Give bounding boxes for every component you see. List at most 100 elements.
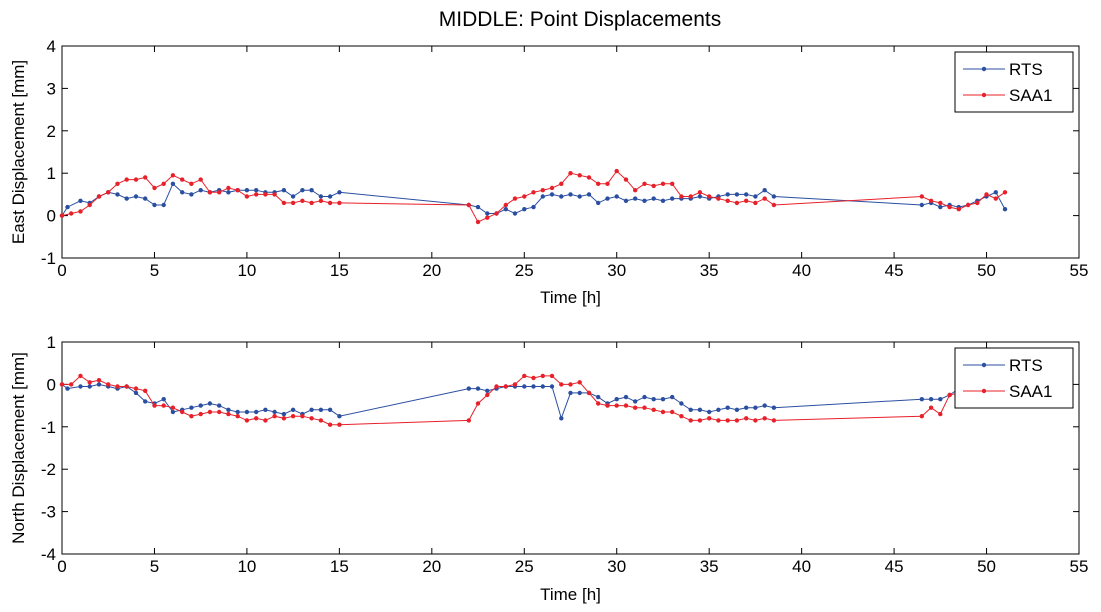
x-tick-label: 15 — [330, 557, 349, 576]
data-point-saa1 — [327, 422, 333, 427]
legend-box — [954, 51, 1074, 113]
x-tick-label: 40 — [792, 557, 811, 576]
data-point-saa1 — [531, 190, 536, 195]
data-point-saa1 — [762, 196, 767, 201]
data-point-saa1 — [688, 418, 693, 423]
data-point-rts — [762, 188, 767, 193]
data-point-saa1 — [96, 378, 102, 383]
y-tick-label: -1 — [41, 249, 56, 268]
data-point-saa1 — [679, 414, 684, 419]
series-line-saa1 — [62, 375, 959, 426]
data-point-rts — [170, 181, 176, 186]
data-point-rts — [96, 382, 102, 387]
data-point-saa1 — [993, 196, 998, 201]
data-point-saa1 — [651, 407, 656, 412]
data-point-rts — [198, 188, 203, 193]
legend-marker-saa1 — [981, 92, 987, 98]
data-point-saa1 — [503, 384, 508, 389]
data-point-rts — [559, 416, 564, 421]
series-rts — [59, 181, 1008, 218]
data-point-rts — [475, 204, 481, 210]
y-tick-label: 0 — [47, 375, 56, 394]
data-point-rts — [300, 188, 305, 193]
x-axis-label: Time [h] — [540, 288, 601, 307]
data-point-saa1 — [59, 213, 65, 218]
data-point-saa1 — [106, 382, 111, 387]
data-point-rts — [124, 196, 129, 201]
plot-area — [61, 45, 1080, 259]
data-point-saa1 — [235, 414, 240, 419]
legend-label-saa1: SAA1 — [1009, 382, 1052, 401]
data-point-saa1 — [679, 194, 684, 199]
x-tick-label: 25 — [515, 261, 534, 280]
data-point-saa1 — [337, 422, 342, 427]
data-point-saa1 — [161, 403, 166, 408]
data-point-rts — [226, 190, 231, 195]
data-point-rts — [318, 407, 324, 412]
data-point-saa1 — [734, 418, 740, 423]
data-point-saa1 — [466, 418, 471, 423]
data-point-saa1 — [254, 192, 259, 197]
data-point-saa1 — [143, 388, 148, 393]
data-point-rts — [327, 407, 333, 412]
data-point-saa1 — [309, 200, 314, 206]
y-tick-label: 1 — [47, 164, 56, 183]
data-point-rts — [337, 190, 342, 195]
data-point-saa1 — [512, 382, 518, 387]
data-point-saa1 — [744, 416, 749, 421]
data-point-saa1 — [300, 198, 305, 203]
legend-label-rts: RTS — [1009, 356, 1043, 375]
data-point-rts — [928, 397, 934, 402]
data-point-rts — [318, 194, 324, 199]
x-tick-label: 20 — [422, 557, 441, 576]
data-point-rts — [605, 196, 610, 201]
data-point-rts — [281, 411, 287, 417]
data-point-saa1 — [327, 200, 333, 206]
data-point-saa1 — [475, 401, 481, 406]
data-point-rts — [651, 196, 656, 201]
y-tick-label: 2 — [47, 122, 56, 141]
data-point-saa1 — [947, 204, 952, 210]
legend: RTS SAA1 — [954, 51, 1074, 113]
data-point-saa1 — [115, 384, 120, 389]
data-point-rts — [485, 211, 490, 216]
data-point-saa1 — [226, 185, 231, 191]
plot-area — [61, 341, 1080, 555]
data-point-rts — [143, 399, 148, 404]
data-point-rts — [697, 407, 703, 412]
data-point-rts — [254, 188, 259, 193]
data-point-saa1 — [263, 418, 268, 423]
data-point-saa1 — [651, 183, 656, 189]
x-tick-label: 35 — [700, 557, 719, 576]
data-point-saa1 — [96, 194, 102, 199]
data-point-rts — [133, 390, 139, 396]
data-point-saa1 — [207, 409, 213, 415]
data-point-rts — [549, 384, 555, 389]
data-point-rts — [744, 192, 749, 197]
data-point-rts — [614, 194, 619, 199]
data-point-saa1 — [318, 418, 324, 423]
data-point-rts — [522, 384, 527, 389]
x-tick-label: 5 — [150, 261, 159, 280]
data-point-rts — [522, 207, 527, 212]
data-point-rts — [226, 407, 231, 412]
data-point-saa1 — [522, 373, 527, 379]
series-saa1 — [59, 373, 961, 427]
data-point-rts — [568, 192, 573, 197]
data-point-saa1 — [300, 414, 305, 419]
data-point-saa1 — [725, 418, 730, 423]
data-point-rts — [87, 384, 92, 389]
data-point-saa1 — [568, 382, 573, 387]
data-point-saa1 — [670, 181, 675, 186]
data-point-saa1 — [235, 188, 240, 193]
y-tick-label: -4 — [41, 545, 56, 564]
x-tick-label: 30 — [607, 261, 626, 280]
data-point-rts — [660, 198, 666, 203]
y-tick-label: -3 — [41, 503, 56, 522]
series-rts — [59, 382, 961, 421]
data-point-saa1 — [180, 409, 185, 415]
data-point-saa1 — [549, 373, 555, 379]
data-point-saa1 — [633, 188, 638, 193]
data-point-rts — [707, 409, 712, 415]
data-point-saa1 — [559, 181, 564, 186]
